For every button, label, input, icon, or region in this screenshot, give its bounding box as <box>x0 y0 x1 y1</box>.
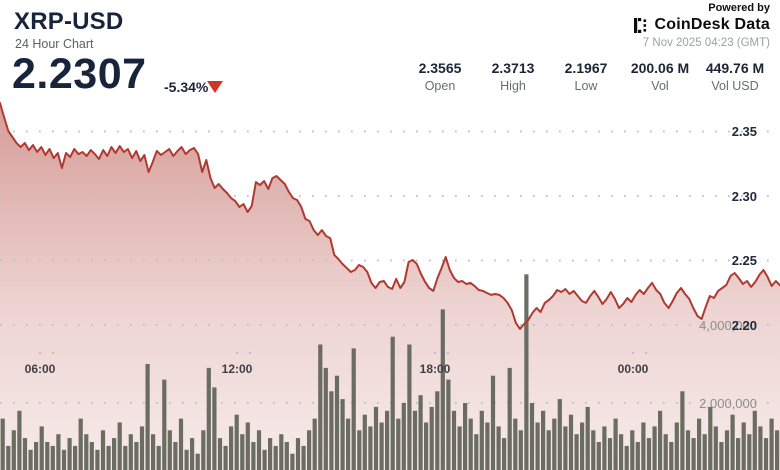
stat-open-label: Open <box>424 79 456 93</box>
chart-timestamp: 7 Nov 2025 04:23 (GMT) <box>642 37 770 49</box>
stat-vol-value: 200.06 M <box>630 60 690 76</box>
stat-open-value: 2.3565 <box>418 60 462 76</box>
stat-open: 2.3565 Open <box>402 60 478 93</box>
price-axis-label-230: 2.30 <box>731 189 757 204</box>
stat-high-value: 2.3713 <box>491 60 535 76</box>
coindesk-logo-icon <box>634 17 647 33</box>
volume-axis-label-2m: 2,000,000 <box>699 396 757 411</box>
ohlc-stats-row: 2.3565 Open 2.3713 High 2.1967 Low 200.0… <box>402 60 774 93</box>
coindesk-data-link[interactable]: CoinDesk Data <box>633 16 770 34</box>
powered-by-label: Powered by <box>708 2 770 14</box>
stat-low-value: 2.1967 <box>564 60 608 76</box>
time-axis-label-1200: 12:00 <box>221 362 253 376</box>
price-change-percent: -5.34% <box>164 79 209 95</box>
stat-vol: 200.06 M Vol <box>624 60 696 93</box>
time-axis-label-0000: 00:00 <box>617 362 649 376</box>
stat-vol-usd-value: 449.76 M <box>705 60 765 76</box>
stat-vol-usd-label: Vol USD <box>711 79 759 93</box>
instrument-symbol: XRP-USD <box>14 8 124 35</box>
brand-name: CoinDesk Data <box>654 16 770 33</box>
stat-vol-label: Vol <box>651 79 669 93</box>
price-axis-label-225: 2.25 <box>731 253 757 268</box>
price-axis-label-220: 2.20 <box>731 318 757 333</box>
time-axis-label-0600: 06:00 <box>24 362 56 376</box>
time-axis-label-1800: 18:00 <box>419 362 451 376</box>
chart-period-subtitle: 24 Hour Chart <box>15 37 94 51</box>
stat-low-label: Low <box>574 79 598 93</box>
branding-block: Powered by CoinDesk Data 7 Nov 2025 04:2… <box>633 2 770 49</box>
stat-high: 2.3713 High <box>478 60 548 93</box>
stat-high-label: High <box>500 79 526 93</box>
down-triangle-icon <box>207 81 223 93</box>
volume-axis-label-4m: 4,000,000 <box>699 318 757 333</box>
stat-vol-usd: 449.76 M Vol USD <box>696 60 774 93</box>
stat-low: 2.1967 Low <box>548 60 624 93</box>
price-axis-label-235: 2.35 <box>731 124 757 139</box>
current-price: 2.2307 <box>12 50 147 98</box>
